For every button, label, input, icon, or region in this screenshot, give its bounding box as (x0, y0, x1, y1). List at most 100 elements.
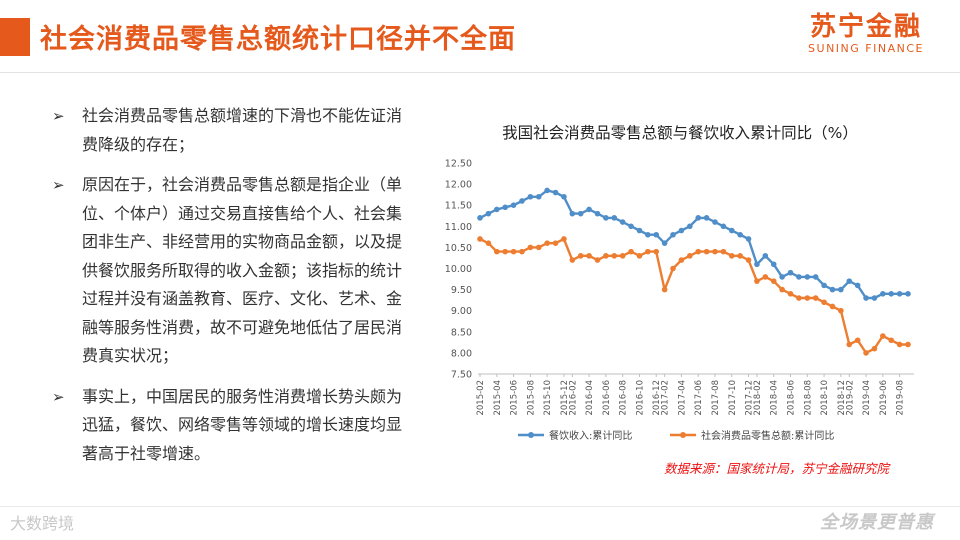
x-tick-label: 2015-04 (493, 380, 503, 416)
data-point (905, 291, 911, 297)
data-point (779, 274, 785, 280)
data-point (871, 345, 878, 352)
x-tick-label: 2017-08 (711, 380, 721, 416)
data-point (687, 253, 693, 259)
data-point (485, 210, 492, 217)
data-point (519, 248, 525, 255)
data-point (569, 257, 576, 263)
data-point (888, 291, 895, 297)
data-point (779, 286, 785, 293)
title-accent-bar (0, 18, 30, 56)
x-tick-label: 2018-06 (787, 380, 797, 416)
bullet-item: ➢ 社会消费品零售总额增速的下滑也不能佐证消费降级的存在； (48, 102, 416, 159)
data-point (594, 257, 601, 263)
data-point (737, 231, 743, 238)
data-point (770, 278, 777, 284)
bullet-text: 社会消费品零售总额增速的下滑也不能佐证消费降级的存在； (82, 106, 403, 154)
bullet-text: 事实上，中国居民的服务性消费增长势头颇为迅猛，餐饮、网络零售等领域的增长速度均显… (82, 386, 403, 463)
bullet-list: ➢ 社会消费品零售总额增速的下滑也不能佐证消费降级的存在； ➢ 原因在于，社会消… (48, 102, 416, 480)
data-point (838, 286, 844, 293)
data-point (854, 282, 861, 289)
data-point (628, 248, 634, 255)
data-point (586, 206, 592, 213)
data-point (846, 278, 853, 284)
bullet-item: ➢ 原因在于，社会消费品零售总额是指企业（单位、个体户）通过交易直接售给个人、社… (48, 171, 416, 371)
data-point (804, 274, 811, 280)
x-tick-label: 2017-04 (677, 380, 687, 416)
data-point (645, 231, 651, 238)
footer-divider (0, 506, 960, 507)
data-point (762, 253, 769, 259)
data-point (569, 210, 576, 217)
data-point (577, 210, 584, 217)
watermark: 大数跨境 (10, 514, 75, 533)
y-tick-label: 9.50 (451, 285, 472, 296)
x-tick-label: 2018-04 (770, 380, 780, 416)
data-point (527, 193, 534, 200)
x-tick-label: 2017-10 (728, 380, 738, 416)
header: 社会消费品零售总额统计口径并不全面 苏宁金融 SUNING FINANCE (0, 0, 960, 70)
data-point (812, 295, 819, 301)
data-point (485, 240, 492, 246)
x-tick-label: 2015-10 (543, 380, 553, 416)
data-point (871, 295, 878, 301)
data-point (544, 240, 550, 246)
x-tick-label: 2015-02 (476, 380, 486, 416)
data-point (846, 341, 853, 348)
x-tick-label: 2019-06 (879, 380, 889, 416)
y-tick-label: 12.50 (445, 159, 472, 170)
data-point (888, 337, 895, 344)
data-point (703, 215, 710, 221)
bullet-text: 原因在于，社会消费品零售总额是指企业（单位、个体户）通过交易直接售给个人、社会集… (82, 175, 403, 365)
data-point (695, 215, 701, 221)
data-point (653, 231, 660, 238)
page-title: 社会消费品零售总额统计口径并不全面 (40, 24, 516, 55)
data-point (661, 286, 668, 293)
x-tick-label: 2018-10 (820, 380, 830, 416)
data-point (561, 236, 567, 242)
data-point (687, 223, 693, 230)
y-tick-label: 9.00 (451, 306, 472, 317)
x-tick-label: 2015-08 (526, 380, 536, 416)
bullet-item: ➢ 事实上，中国居民的服务性消费增长势头颇为迅猛，餐饮、网络零售等领域的增长速度… (48, 383, 416, 469)
x-tick-label: 2019-08 (896, 380, 906, 416)
arrow-bullet-icon: ➢ (52, 107, 65, 125)
header-divider (0, 72, 960, 73)
data-point (510, 248, 517, 255)
legend-swatch-marker (680, 432, 686, 438)
data-point (586, 253, 592, 259)
legend-label: 餐饮收入:累计同比 (549, 429, 632, 442)
data-point (787, 291, 794, 297)
logo-en-text: SUNING FINANCE (808, 42, 924, 55)
x-tick-label: 2016-08 (619, 380, 629, 416)
data-point (796, 295, 802, 301)
data-point (678, 257, 685, 263)
data-point (670, 265, 676, 272)
series-line (479, 189, 908, 300)
data-point (829, 303, 836, 310)
data-point (838, 307, 844, 314)
x-tick-label: 2017-02 (661, 380, 671, 416)
data-point (603, 215, 609, 221)
legend-swatch-marker (528, 432, 534, 438)
data-point (477, 236, 483, 242)
y-tick-label: 10.00 (445, 264, 472, 275)
data-point (552, 189, 559, 196)
data-point (863, 295, 869, 301)
x-tick-label: 2017-12 (745, 380, 755, 416)
chart-title: 我国社会消费品零售总额与餐饮收入累计同比（%） (502, 124, 858, 142)
data-point (745, 257, 752, 263)
data-point (804, 295, 811, 301)
data-point (645, 248, 651, 255)
data-point (611, 215, 618, 221)
data-point (712, 219, 718, 225)
data-point (821, 282, 827, 289)
y-tick-label: 11.00 (445, 222, 472, 233)
data-point (880, 333, 886, 339)
data-point (493, 206, 500, 213)
data-point (544, 187, 550, 194)
arrow-bullet-icon: ➢ (52, 176, 65, 194)
data-point (510, 202, 517, 208)
x-tick-label: 2015-06 (510, 380, 520, 416)
data-point (703, 248, 710, 255)
